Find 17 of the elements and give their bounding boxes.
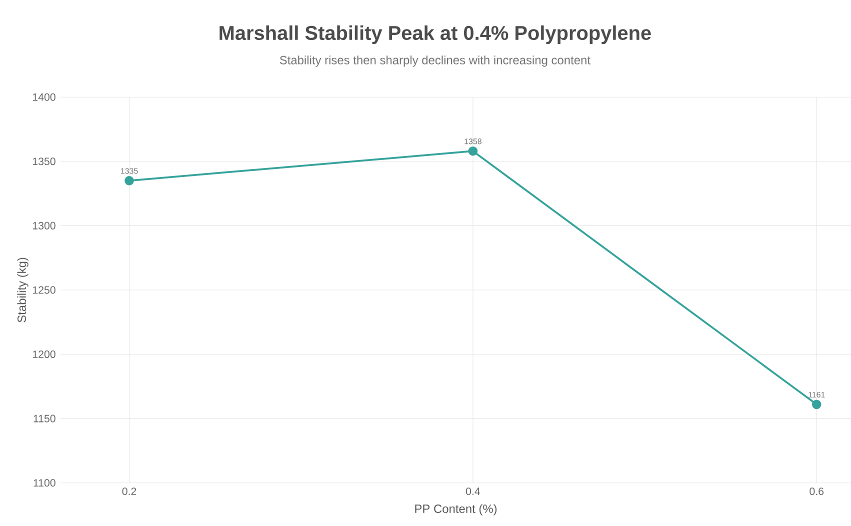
x-axis-title: PP Content (%) (415, 504, 497, 516)
point (812, 400, 822, 409)
x-tick-label: 0.4 (466, 487, 480, 495)
x-tick-label: 0.6 (810, 487, 824, 495)
point (124, 176, 134, 186)
y-tick-label: 1350 (32, 157, 56, 165)
chart-title: Marshall Stability Peak at 0.4% Polypropylene (220, 25, 651, 44)
y-tick-label: 1100 (34, 478, 56, 486)
x-tick-label: 0.2 (122, 487, 136, 495)
y-tick-label: 1250 (32, 286, 56, 294)
point (468, 146, 478, 156)
y-tick-label: 1300 (32, 222, 56, 230)
y-tick-label: 1150 (34, 414, 56, 422)
y-tick-label: 1200 (32, 350, 56, 358)
y-axis-title: Stability (kg) (17, 258, 28, 322)
chart-subtitle: Stability rises then sharply declines with increasing content (280, 55, 590, 67)
y-tick-label: 1400 (32, 93, 56, 101)
